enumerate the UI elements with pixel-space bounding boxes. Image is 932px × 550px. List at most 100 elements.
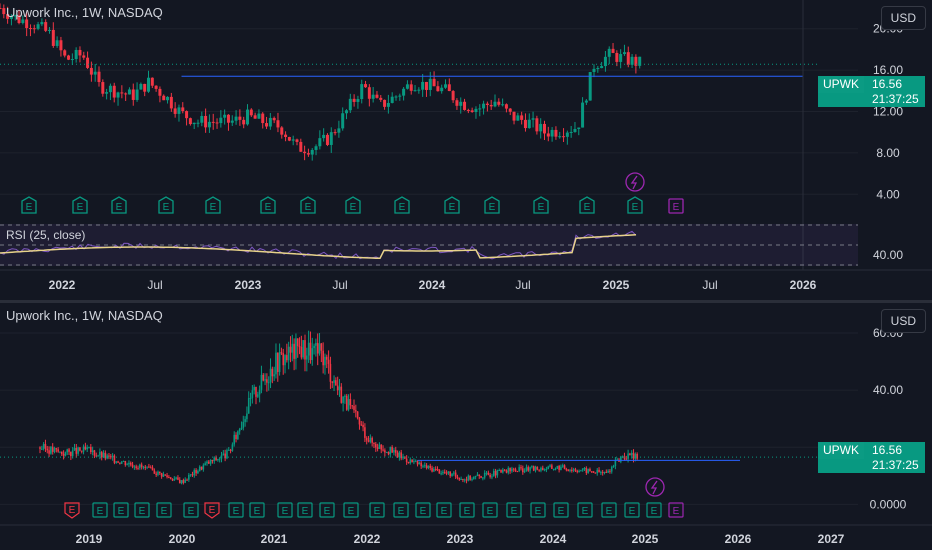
- candle-body: [402, 88, 406, 96]
- candle-body: [311, 348, 314, 361]
- candle-body: [502, 469, 504, 473]
- upcoming-earnings-label: E: [673, 506, 680, 517]
- candle-body: [376, 447, 379, 449]
- earnings-badge-icon: [249, 502, 265, 518]
- top-chart-panel[interactable]: 20.0016.0012.008.004.00EEEEEEEEEEEEEEE40…: [0, 0, 932, 300]
- candle-body: [17, 15, 21, 23]
- candle-body: [535, 118, 539, 132]
- candle-body: [552, 468, 555, 470]
- earnings-badge-label: E: [535, 506, 542, 517]
- candle-body: [189, 474, 192, 476]
- candle-body: [158, 471, 161, 474]
- earnings-badge-label: E: [420, 506, 427, 517]
- candle-body: [166, 475, 168, 478]
- candle-body: [529, 467, 531, 471]
- candle-body: [348, 98, 352, 111]
- bottom-chart-panel[interactable]: 60.0040.0020.000.0000EEEEEEEEEEEEEEEEEEE…: [0, 303, 932, 550]
- candle-body: [133, 466, 136, 468]
- candle-body: [596, 469, 599, 474]
- candle-body: [545, 469, 548, 471]
- candle-body: [230, 120, 234, 123]
- candle-body: [57, 449, 59, 452]
- candle-body: [543, 123, 546, 134]
- earnings-badge-icon: [394, 196, 410, 214]
- candle-body: [262, 374, 265, 381]
- earnings-badge-label: E: [398, 506, 405, 517]
- candle-body: [500, 469, 502, 473]
- candle-body: [471, 478, 473, 480]
- candle-body: [455, 100, 459, 106]
- candle-body: [554, 468, 557, 470]
- candle-body: [322, 350, 324, 366]
- currency-button[interactable]: USD: [880, 6, 926, 30]
- candle-body: [353, 406, 355, 411]
- candle-body: [467, 475, 470, 481]
- x-tick-label: 2023: [235, 278, 262, 292]
- earnings-badge-icon: [300, 196, 316, 214]
- candle-body: [520, 115, 524, 120]
- candle-body: [420, 462, 422, 467]
- earnings-badge-icon: [319, 502, 335, 518]
- x-tick-label: 2024: [540, 532, 567, 546]
- top-chart-canvas[interactable]: 20.0016.0012.008.004.00EEEEEEEEEEEEEEE40…: [0, 0, 932, 300]
- candle-body: [436, 469, 439, 471]
- bottom-chart-canvas[interactable]: 60.0040.0020.000.0000EEEEEEEEEEEEEEEEEEE…: [0, 303, 932, 550]
- candle-body: [48, 450, 50, 454]
- candle-body: [612, 466, 615, 468]
- candle-body: [523, 119, 527, 129]
- candle-body: [246, 413, 248, 420]
- candle-body: [215, 122, 219, 124]
- rsi-indicator-label[interactable]: RSI (25, close): [6, 228, 86, 242]
- earnings-badge-label: E: [139, 506, 146, 517]
- earnings-badge-label: E: [116, 202, 123, 213]
- candle-body: [60, 451, 63, 455]
- candle-body: [184, 479, 187, 483]
- candle-body: [66, 449, 69, 453]
- candle-body: [619, 54, 623, 62]
- candle-body: [155, 473, 157, 475]
- earnings-badge-label: E: [188, 506, 195, 517]
- candle-body: [142, 466, 145, 468]
- candle-body: [284, 355, 286, 366]
- candle-body: [362, 424, 364, 428]
- candle-body: [405, 84, 409, 89]
- candle-body: [304, 340, 306, 360]
- earnings-badge-label: E: [97, 506, 104, 517]
- candle-body: [162, 95, 166, 101]
- candle-body: [550, 129, 554, 137]
- candle-body: [562, 136, 566, 138]
- y-tick-label: 12.00: [873, 105, 903, 119]
- pane-divider[interactable]: [0, 300, 932, 303]
- candle-body: [558, 465, 560, 470]
- candle-body: [188, 474, 190, 480]
- earnings-badge-label: E: [487, 506, 494, 517]
- x-tick-label: Jul: [332, 278, 347, 292]
- candle-body: [224, 453, 226, 459]
- candle-body: [383, 99, 387, 107]
- candle-body: [556, 465, 559, 469]
- candle-body: [587, 469, 589, 473]
- candle-body: [41, 448, 43, 450]
- earnings-badge-label: E: [302, 506, 309, 517]
- candle-body: [291, 343, 294, 353]
- candle-body: [325, 356, 328, 360]
- earnings-badge-icon: [345, 196, 361, 214]
- candle-body: [116, 92, 120, 98]
- currency-button[interactable]: USD: [880, 309, 926, 333]
- candle-body: [253, 387, 255, 391]
- candle-body: [257, 113, 261, 119]
- candle-body: [465, 479, 468, 481]
- candle-body: [569, 131, 573, 133]
- candle-body: [249, 397, 252, 399]
- candle-body: [247, 398, 250, 414]
- candle-body: [185, 111, 189, 119]
- candle-body: [84, 446, 87, 450]
- candle-body: [198, 466, 201, 471]
- candle-body: [476, 474, 479, 476]
- candle-body: [538, 469, 540, 471]
- candle-body: [418, 462, 421, 465]
- candle-body: [636, 453, 638, 459]
- candle-body: [280, 127, 284, 135]
- earnings-badge-label: E: [538, 202, 545, 213]
- candle-body: [166, 96, 170, 101]
